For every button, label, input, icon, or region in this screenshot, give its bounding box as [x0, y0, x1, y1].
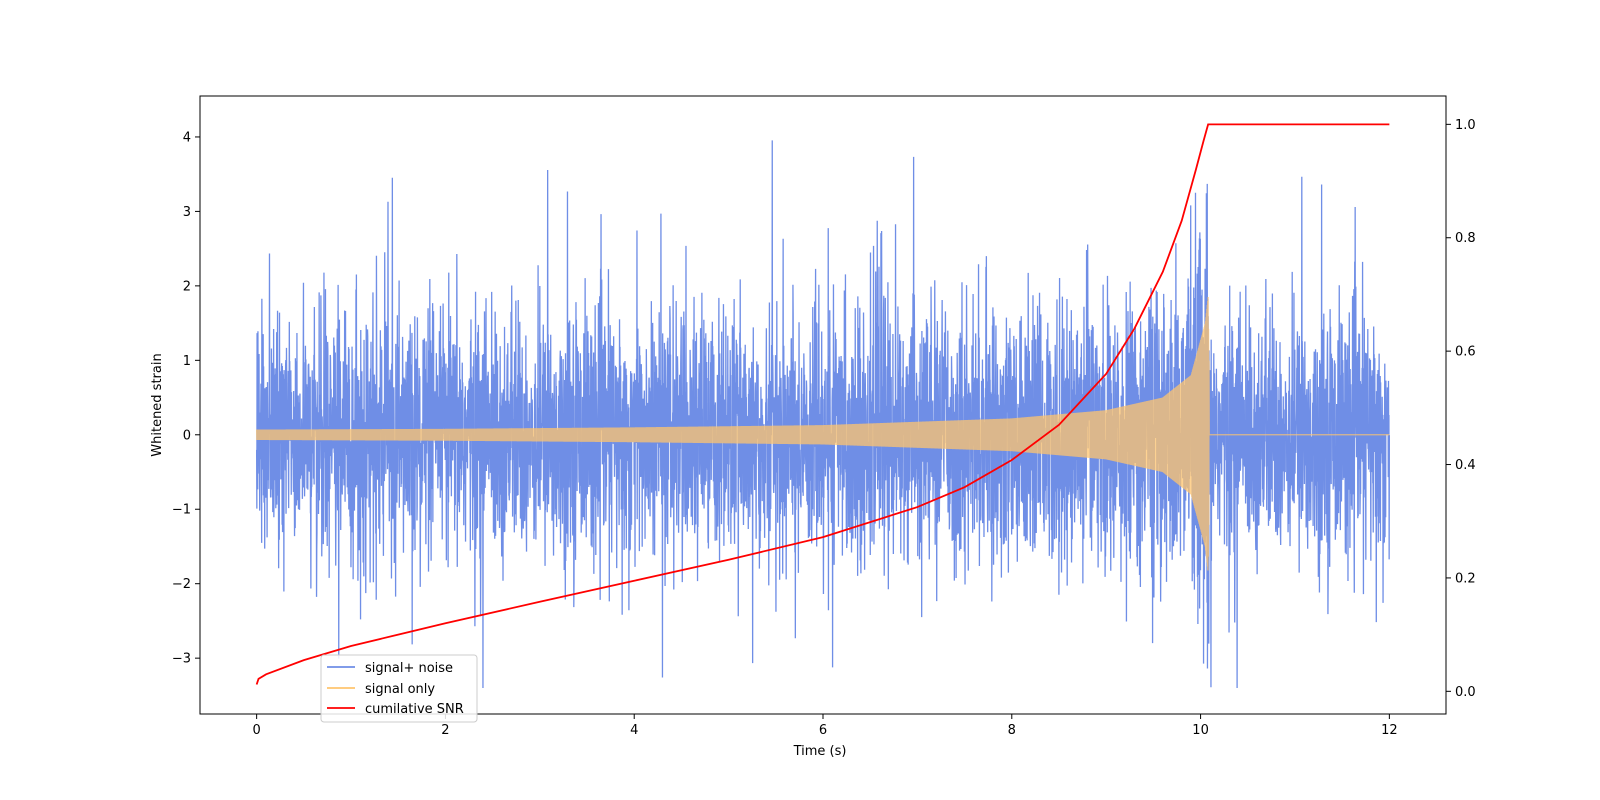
y-tick-label: 4 [183, 130, 191, 145]
plot-area [255, 123, 1391, 688]
x-axis-label: Time (s) [793, 744, 847, 759]
legend-label-signal-only: signal only [365, 682, 435, 697]
y-tick-label: −3 [172, 652, 191, 667]
x-tick-label: 6 [819, 723, 827, 738]
y2-tick-label: 0.4 [1455, 458, 1476, 473]
y-tick-label: 0 [183, 428, 191, 443]
x-tick-label: 12 [1381, 723, 1398, 738]
y2-tick-label: 0.8 [1455, 231, 1476, 246]
y2-tick-label: 0.6 [1455, 345, 1476, 360]
legend-box [320, 654, 478, 723]
y-axis-label: Whitened strain [150, 353, 165, 456]
x-tick-label: 2 [441, 723, 449, 738]
x-tick-label: 4 [630, 723, 638, 738]
x-tick-label: 8 [1008, 723, 1016, 738]
y-tick-label: −1 [172, 503, 191, 518]
y-tick-label: 1 [183, 354, 191, 369]
y-axis-ticks: −3 −2 −1 0 1 2 3 4 [172, 130, 200, 667]
y-tick-label: −2 [172, 577, 191, 592]
y-tick-label: 3 [183, 205, 191, 220]
y2-tick-label: 0.2 [1455, 571, 1476, 586]
x-tick-label: 10 [1192, 723, 1209, 738]
y-tick-label: 2 [183, 279, 191, 294]
legend-label-cumulative-snr: cumilative SNR [365, 702, 464, 717]
y2-tick-label: 0.0 [1455, 685, 1476, 700]
legend: signal+ noise signal only cumilative SNR [320, 654, 478, 723]
series-line-cumulative-snr [255, 123, 1390, 685]
legend-label-signal-noise: signal+ noise [365, 661, 453, 676]
y2-tick-label: 1.0 [1455, 118, 1476, 133]
x-tick-label: 0 [252, 723, 260, 738]
x-axis-ticks: 0 2 4 6 8 10 12 [252, 714, 1398, 738]
series-line-signal-only [255, 297, 1390, 571]
y2-axis-ticks: 0.0 0.2 0.4 0.6 0.8 1.0 [1446, 118, 1476, 700]
